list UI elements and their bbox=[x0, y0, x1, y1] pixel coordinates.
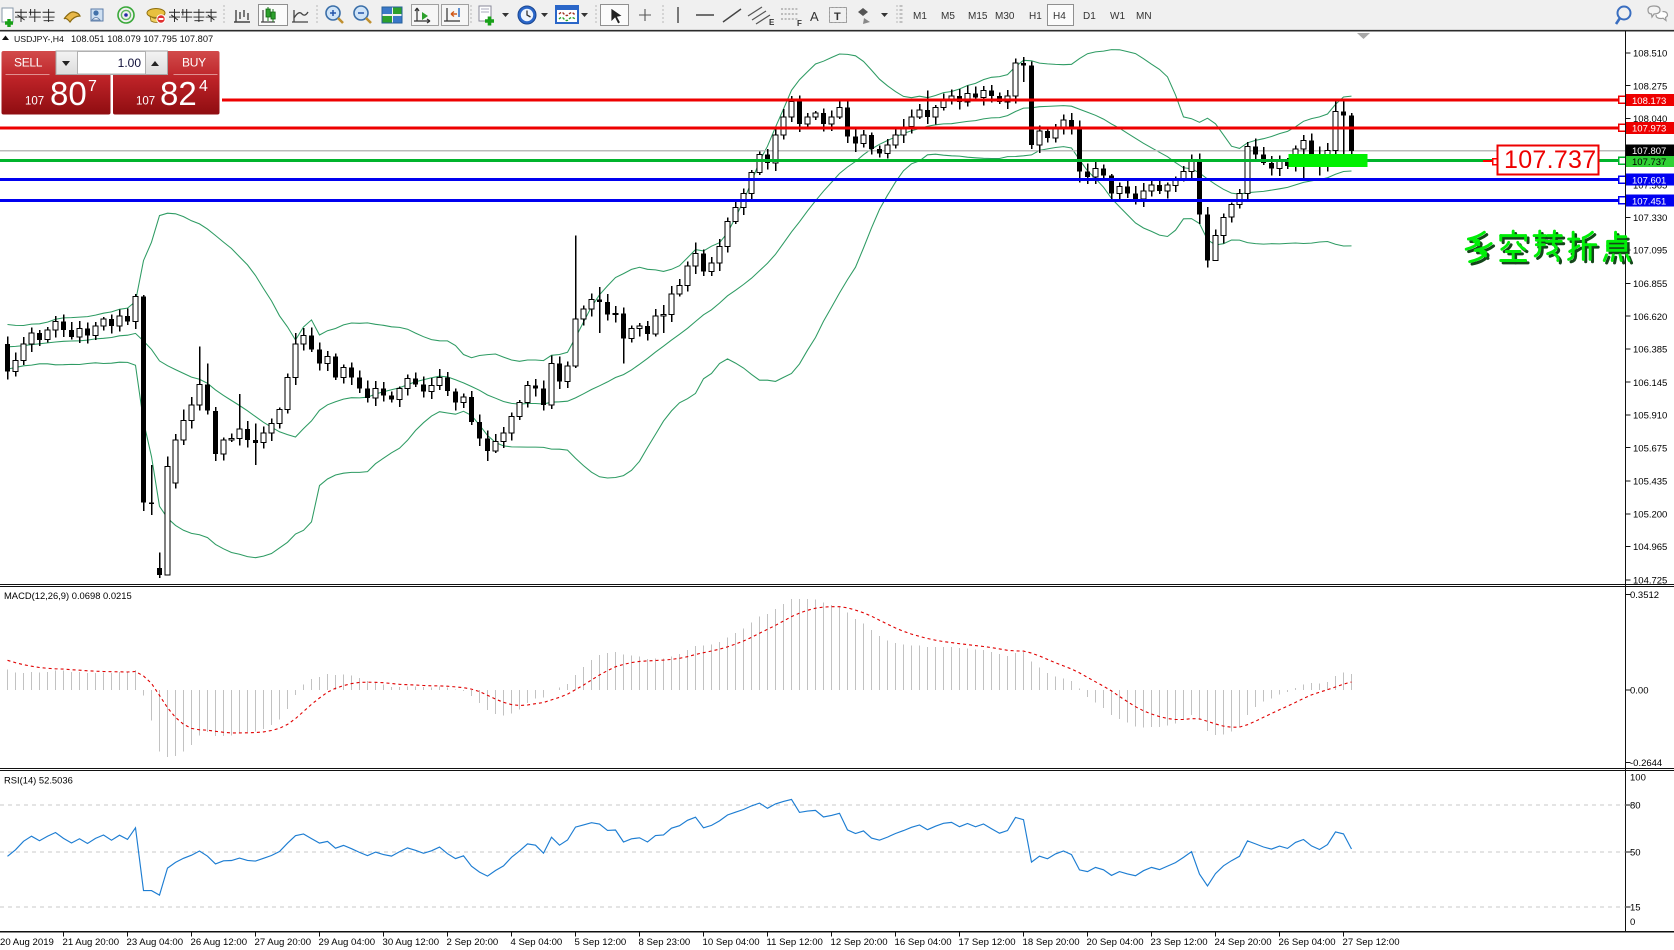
svg-text:16 Sep 04:00: 16 Sep 04:00 bbox=[895, 937, 952, 948]
svg-text:100: 100 bbox=[1630, 773, 1646, 784]
svg-text:15: 15 bbox=[1630, 903, 1641, 914]
svg-text:USDJPY-,H4: USDJPY-,H4 bbox=[14, 34, 64, 44]
svg-text:107.973: 107.973 bbox=[1632, 124, 1666, 135]
svg-text:21 Aug 20:00: 21 Aug 20:00 bbox=[63, 937, 120, 948]
svg-text:MACD(12,26,9) 0.0698 0.0215: MACD(12,26,9) 0.0698 0.0215 bbox=[4, 590, 132, 601]
svg-text:RSI(14) 52.5036: RSI(14) 52.5036 bbox=[4, 775, 73, 786]
svg-text:27 Aug 20:00: 27 Aug 20:00 bbox=[255, 937, 312, 948]
svg-text:8 Sep 23:00: 8 Sep 23:00 bbox=[639, 937, 691, 948]
svg-text:0: 0 bbox=[1630, 917, 1635, 928]
svg-text:106.385: 106.385 bbox=[1633, 345, 1667, 356]
svg-text:E: E bbox=[769, 18, 775, 27]
svg-text:4 Sep 04:00: 4 Sep 04:00 bbox=[511, 937, 563, 948]
svg-text:105.910: 105.910 bbox=[1633, 411, 1667, 422]
svg-text:27 Sep 12:00: 27 Sep 12:00 bbox=[1343, 937, 1400, 948]
svg-text:50: 50 bbox=[1630, 848, 1641, 859]
svg-text:29 Aug 04:00: 29 Aug 04:00 bbox=[319, 937, 376, 948]
svg-text:2 Sep 20:00: 2 Sep 20:00 bbox=[447, 937, 499, 948]
svg-text:M15: M15 bbox=[968, 11, 988, 22]
svg-text:26 Aug 12:00: 26 Aug 12:00 bbox=[191, 937, 248, 948]
svg-text:105.435: 105.435 bbox=[1633, 477, 1667, 488]
svg-text:108.051 108.079 107.795 107.80: 108.051 108.079 107.795 107.807 bbox=[71, 34, 213, 44]
svg-text:80: 80 bbox=[1630, 801, 1641, 812]
svg-text:23 Aug 04:00: 23 Aug 04:00 bbox=[127, 937, 184, 948]
svg-text:H4: H4 bbox=[1053, 11, 1066, 22]
svg-text:107.601: 107.601 bbox=[1632, 175, 1666, 186]
svg-text:108.510: 108.510 bbox=[1633, 49, 1667, 60]
svg-text:107.095: 107.095 bbox=[1633, 246, 1667, 257]
svg-text:M5: M5 bbox=[941, 11, 955, 22]
svg-text:26 Sep 04:00: 26 Sep 04:00 bbox=[1279, 937, 1336, 948]
svg-text:108.275: 108.275 bbox=[1633, 81, 1667, 92]
svg-text:107.737: 107.737 bbox=[1632, 157, 1666, 168]
svg-text:11 Sep 12:00: 11 Sep 12:00 bbox=[767, 937, 823, 948]
svg-text:18 Sep 20:00: 18 Sep 20:00 bbox=[1023, 937, 1080, 948]
svg-text:104.965: 104.965 bbox=[1633, 542, 1667, 553]
svg-text:108.040: 108.040 bbox=[1633, 114, 1667, 125]
svg-text:107.330: 107.330 bbox=[1633, 213, 1667, 224]
svg-text:5 Sep 12:00: 5 Sep 12:00 bbox=[575, 937, 627, 948]
svg-text:105.675: 105.675 bbox=[1633, 443, 1667, 454]
svg-text:1.00: 1.00 bbox=[118, 56, 142, 70]
svg-text:107.807: 107.807 bbox=[1632, 146, 1666, 157]
svg-text:0.00: 0.00 bbox=[1630, 686, 1649, 697]
svg-text:D1: D1 bbox=[1083, 11, 1096, 22]
svg-text:4: 4 bbox=[199, 78, 208, 95]
svg-text:107: 107 bbox=[25, 96, 44, 108]
svg-text:W1: W1 bbox=[1110, 11, 1125, 22]
svg-text:82: 82 bbox=[160, 75, 197, 112]
svg-text:20 Sep 04:00: 20 Sep 04:00 bbox=[1087, 937, 1144, 948]
svg-text:106.855: 106.855 bbox=[1633, 279, 1667, 290]
svg-text:80: 80 bbox=[50, 75, 87, 112]
svg-text:SELL: SELL bbox=[14, 56, 43, 70]
svg-text:BUY: BUY bbox=[182, 56, 206, 70]
svg-text:30 Aug 12:00: 30 Aug 12:00 bbox=[383, 937, 440, 948]
svg-text:T: T bbox=[834, 11, 841, 23]
svg-text:107.565: 107.565 bbox=[1633, 180, 1667, 191]
svg-text:12 Sep 20:00: 12 Sep 20:00 bbox=[831, 937, 888, 948]
svg-text:17 Sep 12:00: 17 Sep 12:00 bbox=[959, 937, 1016, 948]
svg-text:24 Sep 20:00: 24 Sep 20:00 bbox=[1215, 937, 1272, 948]
svg-text:0.3512: 0.3512 bbox=[1630, 590, 1659, 601]
svg-text:M1: M1 bbox=[913, 11, 927, 22]
svg-text:106.145: 106.145 bbox=[1633, 378, 1667, 389]
svg-text:7: 7 bbox=[88, 78, 97, 95]
svg-text:105.200: 105.200 bbox=[1633, 509, 1667, 520]
svg-text:108.173: 108.173 bbox=[1632, 96, 1666, 107]
svg-text:106.620: 106.620 bbox=[1633, 312, 1667, 323]
svg-text:F: F bbox=[797, 19, 802, 28]
svg-text:10 Sep 04:00: 10 Sep 04:00 bbox=[703, 937, 760, 948]
svg-text:H1: H1 bbox=[1029, 11, 1042, 22]
svg-text:107.451: 107.451 bbox=[1632, 196, 1666, 207]
svg-text:20 Aug 2019: 20 Aug 2019 bbox=[0, 937, 54, 948]
svg-text:MN: MN bbox=[1136, 11, 1152, 22]
svg-text:-0.2644: -0.2644 bbox=[1630, 758, 1662, 769]
svg-text:A: A bbox=[810, 9, 819, 24]
svg-text:M30: M30 bbox=[995, 11, 1015, 22]
svg-text:23 Sep 12:00: 23 Sep 12:00 bbox=[1151, 937, 1208, 948]
svg-text:104.725: 104.725 bbox=[1633, 576, 1667, 587]
svg-text:107: 107 bbox=[136, 96, 155, 108]
svg-text:107.737: 107.737 bbox=[1504, 146, 1596, 174]
